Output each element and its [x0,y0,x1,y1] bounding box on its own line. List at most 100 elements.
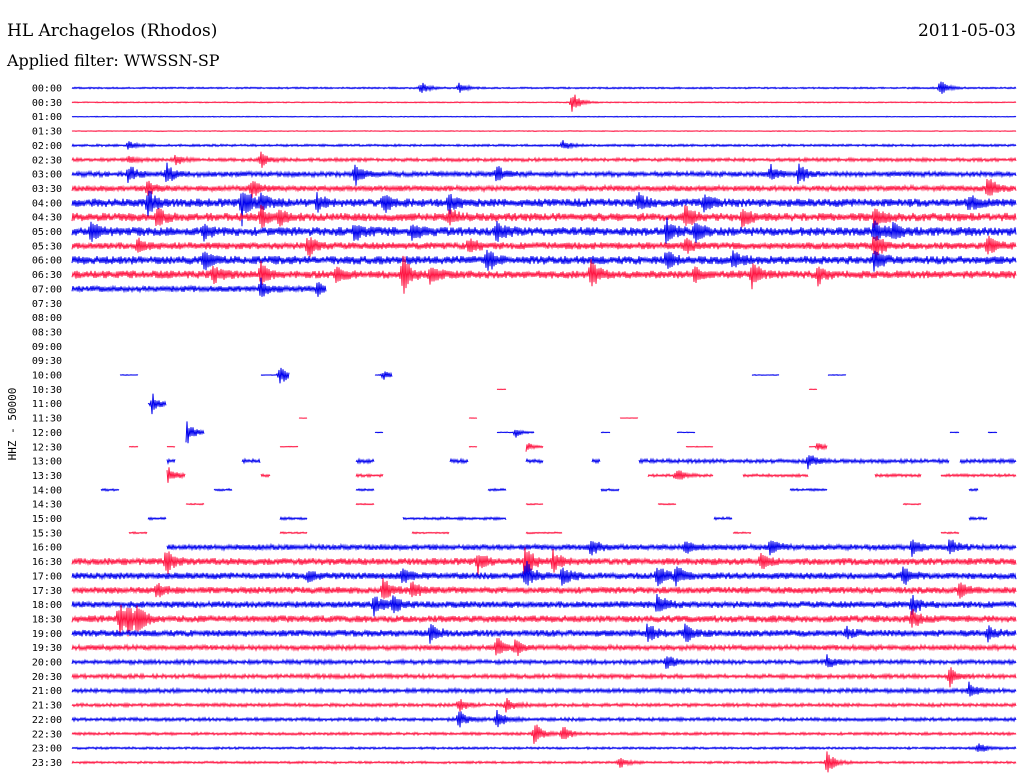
trace-line-2100 [71,681,1017,697]
time-tick-label: 05:00 [32,227,62,238]
trace-line-0630 [71,255,1017,294]
trace-line-1200 [185,421,205,444]
trace-line-1000 [260,367,290,384]
trace-line-1400 [968,487,979,492]
trace-line-1530 [279,531,308,535]
time-tick-label: 08:30 [32,327,62,338]
trace-line-1330 [355,472,384,479]
time-tick-label: 23:30 [32,758,62,769]
trace-line-1500 [147,516,167,521]
trace-line-1130 [298,417,308,419]
trace-line-1130 [468,417,478,419]
trace-line-1930 [71,638,1017,657]
trace-line-1030 [496,388,507,391]
trace-line-2330 [71,751,1017,773]
trace-line-0230 [71,151,1017,168]
trace-line-2030 [71,667,1017,688]
time-tick-label: 16:00 [32,543,62,554]
trace-line-1530 [940,531,960,535]
time-tick-label: 15:00 [32,514,62,525]
time-tick-label: 22:30 [32,729,62,740]
trace-line-1230 [525,443,544,452]
time-tick-label: 00:00 [32,84,62,95]
trace-line-0300 [71,162,1017,186]
time-tick-label: 16:30 [32,557,62,568]
trace-line-1230 [128,445,139,448]
trace-line-1500 [968,516,988,522]
trace-line-1230 [685,445,714,448]
trace-line-1300 [959,457,1017,465]
time-tick-label: 21:30 [32,701,62,712]
trace-line-0600 [71,249,1017,272]
trace-line-1400 [355,487,375,492]
trace-line-0100 [71,115,1017,118]
time-tick-label: 10:00 [32,371,62,382]
time-tick-label: 01:00 [32,112,62,123]
trace-line-1400 [100,487,120,492]
time-tick-labels: 00:00 00:30 01:00 01:30 02:00 02:30 03:00 03:30… [32,84,62,769]
time-tick-label: 12:30 [32,442,62,453]
time-tick-label: 17:30 [32,586,62,597]
time-tick-label: 07:30 [32,299,62,310]
trace-line-1300 [525,457,544,465]
trace-line-1300 [241,457,261,465]
trace-line-1600 [166,539,1017,557]
trace-line-2230 [71,724,1017,744]
trace-line-0400 [71,190,1017,227]
trace-line-1630 [71,547,1017,576]
trace-line-1000 [374,371,393,380]
time-tick-label: 03:30 [32,184,62,195]
time-tick-label: 06:30 [32,270,62,281]
time-tick-label: 14:30 [32,500,62,511]
trace-line-1230 [279,445,299,448]
trace-line-1300 [638,455,950,470]
time-tick-label: 20:00 [32,658,62,669]
trace-line-1000 [751,373,780,377]
trace-line-2130 [71,697,1017,713]
trace-line-1430 [355,502,375,506]
trace-line-1530 [525,531,563,535]
trace-line-1330 [940,472,1017,479]
trace-line-1230 [468,445,478,448]
trace-line-2300 [71,743,1017,752]
trace-line-1530 [411,531,450,535]
trace-line-1030 [808,388,818,391]
time-tick-label: 05:30 [32,241,62,252]
time-tick-label: 08:00 [32,313,62,324]
time-tick-label: 07:00 [32,284,62,295]
trace-line-1000 [119,373,139,377]
trace-line-0130 [71,129,1017,133]
time-tick-label: 19:30 [32,643,62,654]
trace-line-1530 [128,531,148,535]
trace-line-1700 [71,560,1017,587]
trace-line-1130 [619,417,639,419]
time-tick-label: 13:00 [32,457,62,468]
time-tick-label: 18:30 [32,614,62,625]
trace-line-1430 [902,502,922,506]
trace-line-1300 [449,457,469,465]
trace-line-1200 [374,431,384,434]
trace-line-1330 [260,473,271,478]
time-tick-label: 09:00 [32,342,62,353]
trace-line-1330 [647,470,714,480]
trace-line-1330 [874,472,922,479]
time-tick-label: 21:00 [32,686,62,697]
trace-line-1000 [827,373,847,377]
time-tick-label: 03:00 [32,170,62,181]
trace-line-1230 [166,445,176,448]
trace-line-1800 [71,593,1017,617]
time-tick-label: 06:00 [32,256,62,267]
time-tick-label: 12:00 [32,428,62,439]
trace-line-1230 [808,443,828,451]
time-tick-label: 17:00 [32,571,62,582]
trace-line-1900 [71,623,1017,644]
trace-line-1300 [355,457,375,465]
trace-line-1200 [987,431,998,434]
trace-line-1500 [402,515,507,522]
trace-line-1430 [525,502,544,506]
trace-line-1200 [949,431,960,434]
trace-line-1200 [600,431,611,434]
trace-line-1200 [496,429,535,438]
trace-line-1400 [213,487,233,492]
time-tick-label: 04:00 [32,198,62,209]
